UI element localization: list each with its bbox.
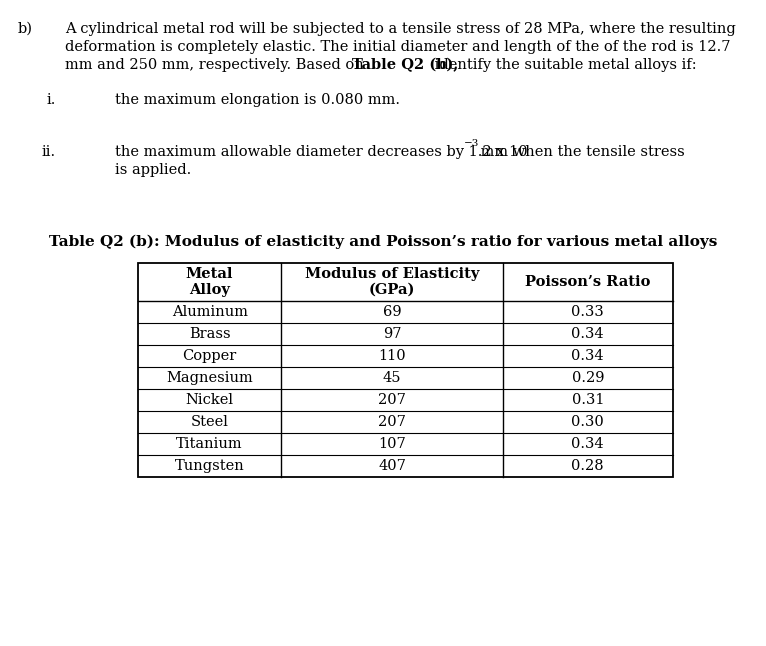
- Text: 0.30: 0.30: [571, 415, 604, 429]
- Text: 207: 207: [378, 393, 406, 407]
- Text: i.: i.: [47, 93, 57, 107]
- Text: Table Q2 (b),: Table Q2 (b),: [352, 58, 459, 72]
- Text: 110: 110: [378, 349, 406, 363]
- Text: the maximum elongation is 0.080 mm.: the maximum elongation is 0.080 mm.: [115, 93, 400, 107]
- Text: Modulus of Elasticity: Modulus of Elasticity: [305, 267, 480, 281]
- Text: Titanium: Titanium: [176, 437, 243, 451]
- Text: 0.34: 0.34: [571, 327, 604, 341]
- Text: 107: 107: [378, 437, 406, 451]
- Text: is applied.: is applied.: [115, 163, 192, 177]
- Text: 0.28: 0.28: [571, 459, 604, 473]
- Text: ii.: ii.: [42, 145, 56, 159]
- Text: Aluminum: Aluminum: [172, 305, 247, 319]
- Text: 45: 45: [383, 371, 401, 385]
- Text: b): b): [18, 22, 33, 36]
- Text: Tungsten: Tungsten: [175, 459, 244, 473]
- Text: A cylindrical metal rod will be subjected to a tensile stress of 28 MPa, where t: A cylindrical metal rod will be subjecte…: [65, 22, 736, 36]
- Text: 0.31: 0.31: [571, 393, 604, 407]
- Text: 0.29: 0.29: [571, 371, 604, 385]
- Text: −3: −3: [463, 139, 479, 148]
- Text: Nickel: Nickel: [185, 393, 234, 407]
- Bar: [138, 263, 673, 477]
- Text: 207: 207: [378, 415, 406, 429]
- Text: 69: 69: [383, 305, 401, 319]
- Text: Steel: Steel: [191, 415, 228, 429]
- Text: Copper: Copper: [182, 349, 237, 363]
- Text: Poisson’s Ratio: Poisson’s Ratio: [525, 275, 650, 289]
- Text: 0.33: 0.33: [571, 305, 604, 319]
- Text: mm when the tensile stress: mm when the tensile stress: [476, 145, 685, 159]
- Text: Brass: Brass: [188, 327, 231, 341]
- Text: deformation is completely elastic. The initial diameter and length of the of the: deformation is completely elastic. The i…: [65, 40, 731, 54]
- Text: the maximum allowable diameter decreases by 1.2 x 10: the maximum allowable diameter decreases…: [115, 145, 528, 159]
- Text: (GPa): (GPa): [369, 283, 415, 297]
- Text: Table Q2 (b): Modulus of elasticity and Poisson’s ratio for various metal alloys: Table Q2 (b): Modulus of elasticity and …: [49, 235, 717, 249]
- Text: 0.34: 0.34: [571, 349, 604, 363]
- Text: Alloy: Alloy: [189, 283, 230, 297]
- Text: identify the suitable metal alloys if:: identify the suitable metal alloys if:: [430, 58, 697, 72]
- Text: Magnesium: Magnesium: [166, 371, 253, 385]
- Text: 0.34: 0.34: [571, 437, 604, 451]
- Text: Metal: Metal: [186, 267, 234, 281]
- Text: mm and 250 mm, respectively. Based on: mm and 250 mm, respectively. Based on: [65, 58, 368, 72]
- Text: 407: 407: [378, 459, 406, 473]
- Text: 97: 97: [383, 327, 401, 341]
